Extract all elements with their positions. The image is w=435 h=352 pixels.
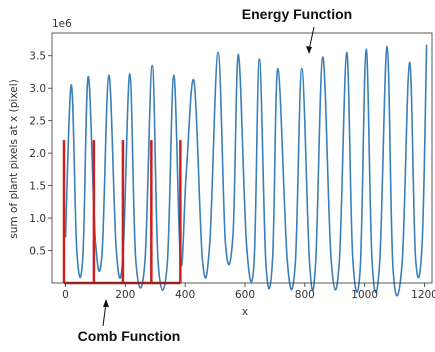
- y-tick-label: 3.5: [29, 51, 46, 63]
- annotation-energy-label: Energy Function: [242, 6, 352, 22]
- annotation-energy-arrow: [308, 26, 315, 51]
- x-tick-label: 0: [62, 289, 69, 301]
- x-axis-label: x: [242, 306, 248, 318]
- energy-function-line: [64, 44, 428, 297]
- x-tick-label: 400: [175, 289, 195, 301]
- annotation-comb-arrowhead: [103, 299, 109, 307]
- y-tick-label: 0.5: [29, 246, 46, 258]
- x-tick-label: 800: [295, 289, 315, 301]
- series-layer: [62, 44, 428, 297]
- y-tick-label: 1.0: [29, 213, 46, 225]
- annotation-comb-function: Comb Function: [78, 299, 181, 344]
- y-axis-label: sum of plant pixels at x (pixel): [8, 79, 20, 238]
- axes-frame: [51, 32, 433, 284]
- x-tick-label: 1200: [411, 289, 435, 301]
- y-tick-label: 2.0: [29, 148, 46, 160]
- x-tick-label: 1000: [351, 289, 378, 301]
- y-tick-label: 1.5: [29, 181, 46, 193]
- y-tick-label: 2.5: [29, 116, 46, 128]
- annotation-comb-label: Comb Function: [78, 328, 181, 344]
- x-tick-label: 200: [115, 289, 135, 301]
- x-tick-label: 600: [235, 289, 255, 301]
- axes-layer: 0 200 400 600 800 1000 1200 0.5 1.0 1.5 2.0 2.5 3.0 3…: [29, 32, 435, 301]
- y-offset-text: 1e6: [52, 18, 72, 30]
- annotation-energy-function: Energy Function: [242, 6, 352, 54]
- y-tick-label: 3.0: [29, 83, 46, 95]
- annotation-energy-arrowhead: [306, 46, 312, 54]
